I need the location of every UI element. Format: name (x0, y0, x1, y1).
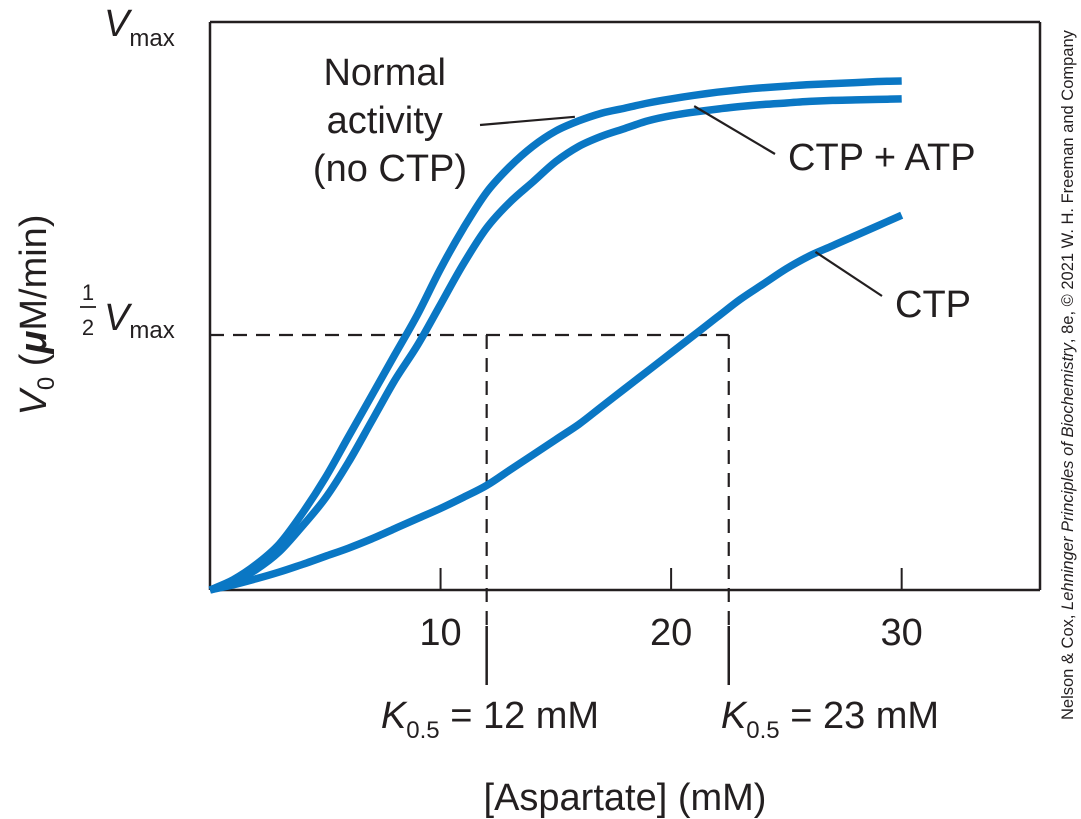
k-label-1: K0.5 = 12 mM (381, 695, 599, 744)
x-tick-label-20: 20 (650, 612, 692, 654)
y-tick-label-vmax: Vmax (104, 3, 175, 52)
leader-ctp-atp (693, 105, 776, 155)
normal-activity-curve (208, 77, 902, 594)
k-label-2: K0.5 = 23 mM (721, 695, 939, 744)
half-vmax-guides (210, 333, 730, 685)
ctp-atp-curve (208, 95, 902, 594)
credit-line: Nelson & Cox, Lehninger Principles of Bi… (1059, 29, 1077, 720)
y-axis-title: V0 (μM/min) (13, 215, 60, 416)
x-tick-label-30: 30 (881, 612, 923, 654)
annotation-ctp-atp: CTP + ATP (788, 137, 976, 179)
leader-normal (479, 115, 575, 127)
leader-ctp (814, 251, 883, 297)
annotation-ctp: CTP (895, 284, 971, 326)
svg-text:1: 1 (82, 280, 94, 305)
annotation-normal: Normal activity (no CTP) (313, 52, 467, 190)
ctp-curve (209, 211, 904, 594)
curves (208, 77, 904, 594)
svg-text:2: 2 (82, 315, 94, 340)
x-ticks: 10 20 30 (419, 568, 923, 654)
x-tick-label-10: 10 (419, 612, 461, 654)
annotation-leaders (479, 105, 883, 297)
svg-text:Vmax: Vmax (104, 297, 175, 344)
y-tick-label-half-vmax: 1 2 Vmax (80, 280, 175, 344)
x-axis-title: [Aspartate] (mM) (484, 777, 767, 819)
